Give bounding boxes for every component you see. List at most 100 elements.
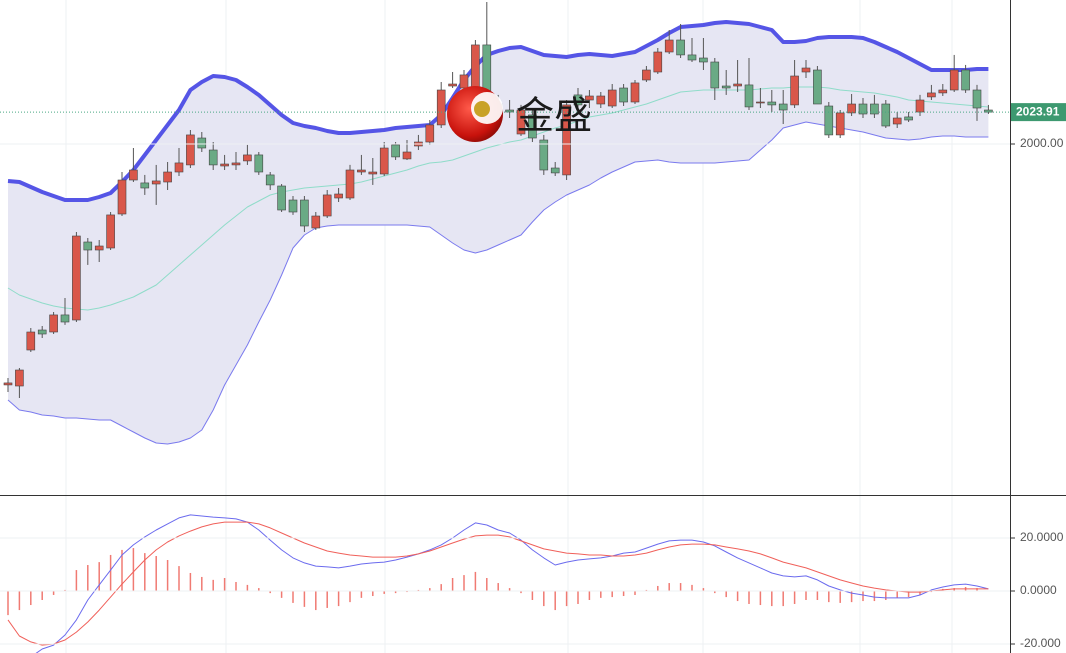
candle-body xyxy=(949,69,959,91)
last-price-box xyxy=(1011,103,1066,122)
indicator-line xyxy=(7,86,989,311)
indicator-line xyxy=(7,521,989,646)
candle-body xyxy=(778,103,788,111)
candle-body xyxy=(687,54,697,61)
candle-body xyxy=(642,69,651,81)
candle-body xyxy=(129,169,138,181)
band-area xyxy=(8,22,989,444)
candle-body xyxy=(596,95,606,105)
candle-body xyxy=(790,75,799,106)
candle-body xyxy=(220,163,229,167)
candle-body xyxy=(835,112,845,136)
candle-body xyxy=(539,139,549,171)
candle-body xyxy=(505,109,514,113)
candle-body xyxy=(163,171,172,183)
candle-body xyxy=(630,82,640,103)
candle-body xyxy=(151,180,161,185)
candle-body xyxy=(904,116,913,121)
candle-body xyxy=(37,329,47,335)
candle-body xyxy=(357,169,366,173)
candle-body xyxy=(94,245,104,251)
candle-body xyxy=(379,147,389,175)
candle-body xyxy=(733,83,742,87)
candle-body xyxy=(49,314,58,333)
candle-body xyxy=(3,382,13,386)
candle-body xyxy=(60,314,70,323)
candle-body xyxy=(801,67,811,73)
candle-body xyxy=(607,89,617,107)
candle-body xyxy=(436,89,446,126)
candle-body xyxy=(676,39,685,56)
candle-body xyxy=(881,103,891,127)
candle-body xyxy=(961,69,970,91)
logo-coin xyxy=(474,101,490,117)
candle-body xyxy=(858,103,868,115)
candle-body xyxy=(915,99,925,113)
candle-body xyxy=(265,174,275,186)
candle-body xyxy=(972,89,982,109)
candle-body xyxy=(471,44,480,89)
candle-body xyxy=(459,74,469,89)
candle-body xyxy=(26,331,36,351)
candle-body xyxy=(368,171,378,175)
candle-body xyxy=(106,214,115,249)
y-tick-label: 2000.00 xyxy=(1020,136,1064,150)
candle-body xyxy=(984,109,993,113)
candle-body xyxy=(824,105,834,136)
macd-panel xyxy=(7,514,989,653)
candle-body xyxy=(231,162,241,166)
candle-body xyxy=(721,85,731,89)
candle-body xyxy=(847,103,856,114)
candle-body xyxy=(345,169,355,199)
candle-body xyxy=(585,95,594,101)
candle-body xyxy=(619,87,628,103)
candle-body xyxy=(254,154,264,173)
candle-body xyxy=(664,39,674,53)
candle-body xyxy=(15,369,24,387)
candle-body xyxy=(562,104,571,176)
candle-body xyxy=(528,114,537,139)
candle-body xyxy=(710,61,720,89)
watermark-text: 金盛 xyxy=(516,94,592,138)
candle-body xyxy=(208,149,218,166)
candle-body xyxy=(516,109,526,135)
candle-body xyxy=(391,144,400,158)
watermark: 金盛 xyxy=(447,86,592,142)
candle-body xyxy=(140,182,150,189)
candle-body xyxy=(334,193,343,199)
candle-body xyxy=(938,89,948,94)
candle-body xyxy=(892,117,902,125)
candle-body xyxy=(83,241,93,251)
candle-body xyxy=(573,94,583,106)
candle-body xyxy=(699,57,708,63)
candle-body xyxy=(322,194,332,217)
candle-body xyxy=(653,51,663,73)
candle-body xyxy=(117,179,127,215)
y-tick-label: 0.0000 xyxy=(1020,583,1057,597)
candle-body xyxy=(186,134,195,166)
candle-body xyxy=(402,151,412,160)
candle-body xyxy=(197,137,207,149)
candle-body xyxy=(277,185,286,211)
candle-body xyxy=(243,154,252,162)
candle-body xyxy=(870,103,879,115)
candle-body xyxy=(767,101,777,106)
candle-body xyxy=(756,101,765,104)
candle-body xyxy=(72,235,81,321)
candle-body xyxy=(311,215,321,229)
y-tick-label: 20.0000 xyxy=(1020,530,1064,544)
candle-body xyxy=(927,92,936,98)
indicator-line xyxy=(7,20,989,202)
candle-body xyxy=(448,83,457,87)
candle-body xyxy=(744,84,754,108)
candle-body xyxy=(300,199,309,227)
candle-body xyxy=(174,162,184,173)
candle-body xyxy=(550,167,560,174)
last-price-label: 2023.91 xyxy=(1016,104,1060,118)
candle-body xyxy=(813,69,822,105)
candle-body xyxy=(288,199,298,213)
y-tick-label: -20.000 xyxy=(1020,636,1061,650)
price-panel xyxy=(0,2,1010,445)
